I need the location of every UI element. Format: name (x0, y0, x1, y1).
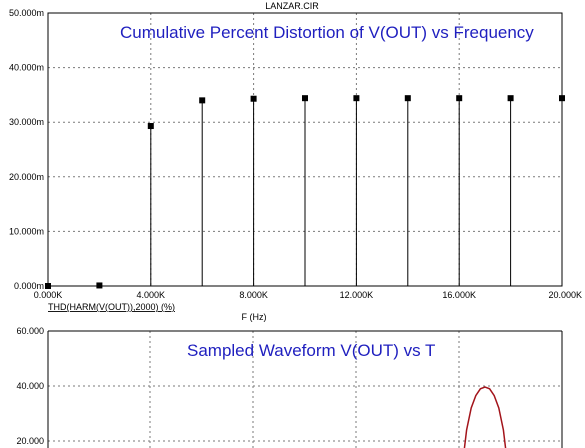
bottom-y-ticks: 20.000 40.000 60.000 (16, 326, 44, 446)
top-x-tick-label: 20.000K (548, 290, 582, 300)
stem-marker (302, 95, 308, 102)
top-x-ticks: 0.000K 4.000K 8.000K 12.000K 16.000K 20.000K (34, 290, 582, 300)
bottom-plot-title: Sampled Waveform V(OUT) vs T (187, 341, 435, 360)
stem-marker (507, 95, 514, 102)
top-y-tick-label: 0.000m (14, 281, 44, 291)
top-x-tick-label: 12.000K (340, 290, 374, 300)
waveform-line-0 (463, 386, 507, 448)
stem-marker (96, 282, 103, 289)
bottom-grid (48, 331, 562, 448)
bottom-y-tick-label: 60.000 (16, 326, 44, 336)
stem-marker (353, 95, 360, 102)
top-trace-label: THD(HARM(V(OUT)),2000) (%) (48, 302, 175, 312)
top-x-tick-label: 16.000K (442, 290, 476, 300)
stem-marker (199, 97, 206, 104)
top-y-tick-label: 40.000m (9, 63, 44, 73)
top-stems (45, 95, 565, 289)
waveform-plot: 20.000 40.000 60.000 Sampled Waveform V(OU… (16, 326, 563, 448)
top-y-tick-label: 30.000m (9, 117, 44, 127)
stem-marker (250, 95, 257, 102)
stem-marker (456, 95, 463, 102)
file-label: LANZAR.CIR (265, 1, 319, 11)
bottom-waveform (463, 386, 507, 448)
top-x-tick-label: 0.000K (34, 290, 63, 300)
stem-marker (147, 123, 154, 130)
top-y-tick-label: 10.000m (9, 226, 44, 236)
bottom-y-tick-label: 20.000 (16, 436, 44, 446)
stem-marker (404, 95, 411, 102)
top-x-tick-label: 4.000K (137, 290, 166, 300)
bottom-y-tick-label: 40.000 (16, 381, 44, 391)
distortion-plot: 0.000m 10.000m 20.000m 30.000m 40.000m 50.000… (9, 8, 582, 322)
top-y-ticks: 0.000m 10.000m 20.000m 30.000m 40.000m 50.000… (9, 8, 44, 291)
top-y-tick-label: 20.000m (9, 172, 44, 182)
stem-marker (559, 95, 565, 102)
stem-marker (45, 283, 51, 289)
top-x-tick-label: 8.000K (239, 290, 268, 300)
top-plot-title: Cumulative Percent Distortion of V(OUT) … (120, 23, 534, 42)
top-x-axis-label: F (Hz) (242, 312, 267, 322)
top-y-tick-label: 50.000m (9, 8, 44, 18)
